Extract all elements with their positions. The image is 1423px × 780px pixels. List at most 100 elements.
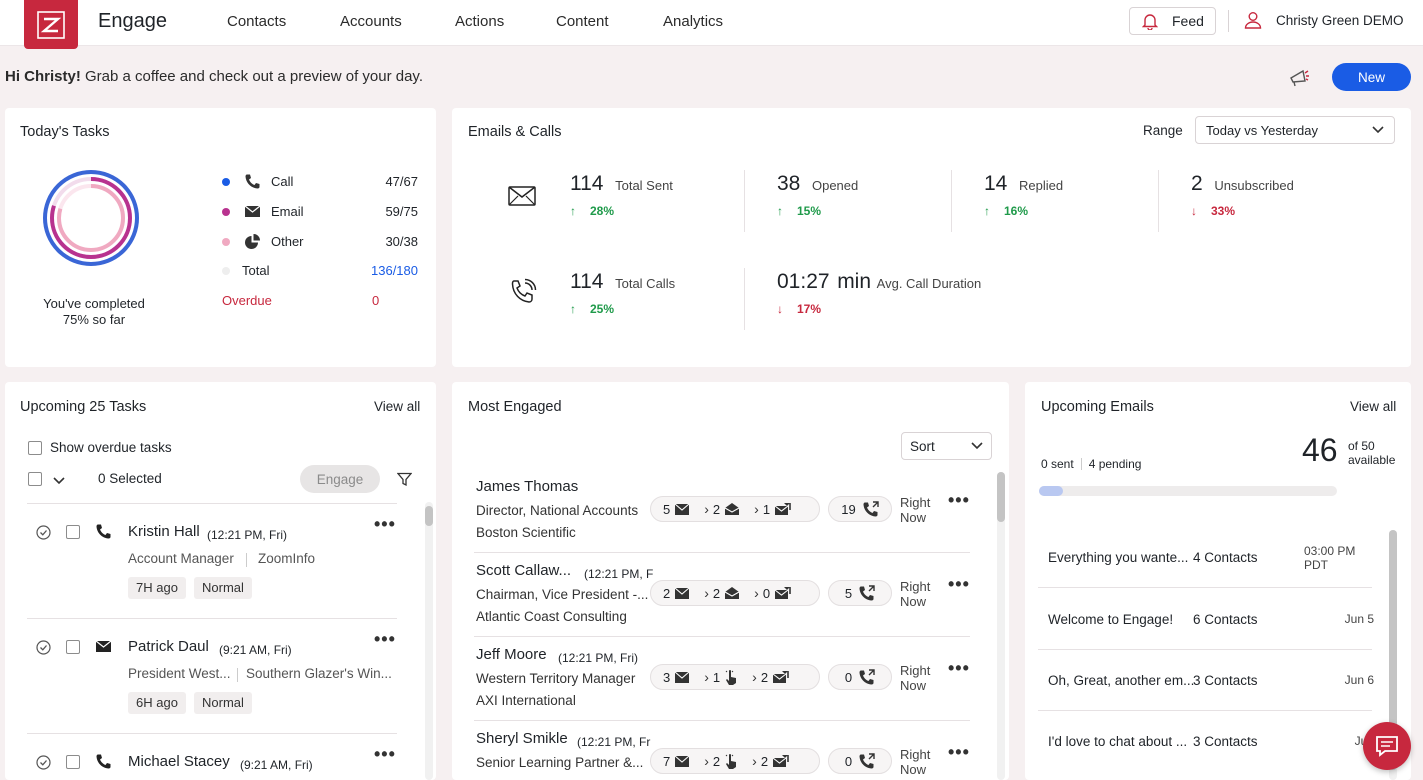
stat-total-sent: 114 Total Sent ↑ 28% <box>570 172 673 218</box>
phone-outgoing-icon <box>859 669 875 685</box>
upcoming-email-row[interactable]: Everything you wante... 4 Contacts 03:00 P… <box>1038 542 1374 592</box>
tasks-progress-rings <box>43 170 139 266</box>
emails-view-all-link[interactable]: View all <box>1350 399 1397 414</box>
task-more-menu[interactable]: ••• <box>374 629 396 649</box>
task-checkbox[interactable] <box>66 525 80 539</box>
email-subject[interactable]: Everything you wante... <box>1048 550 1189 565</box>
upcoming-emails-title: Upcoming Emails <box>1041 399 1154 415</box>
email-subject[interactable]: Welcome to Engage! <box>1048 612 1174 627</box>
engaged-contact-name[interactable]: Scott Callaw... <box>476 562 572 579</box>
engaged-contact-time: (12:21 PM, Fri) <box>558 651 639 665</box>
task-item[interactable]: Michael Stacey (9:21 AM, Fri) ••• <box>5 743 405 780</box>
engaged-contact-name[interactable]: Jeff Moore <box>476 646 547 663</box>
chevron-down-icon[interactable] <box>53 477 65 485</box>
emails-scrollbar-thumb[interactable] <box>1389 530 1397 770</box>
upcoming-tasks-card: Upcoming 25 Tasks View all Show overdue … <box>5 382 436 780</box>
app-logo[interactable] <box>24 0 78 49</box>
tasks-view-all-link[interactable]: View all <box>374 399 421 414</box>
complete-check-icon[interactable] <box>36 640 51 655</box>
engaged-contact-row[interactable]: James Thomas Director, National Accounts B… <box>452 478 992 562</box>
engaged-more-menu[interactable]: ••• <box>948 574 970 594</box>
call-label: Call <box>271 174 294 189</box>
upcoming-tasks-title: Upcoming 25 Tasks <box>20 399 147 415</box>
other-dot <box>222 237 230 246</box>
user-menu[interactable]: Christy Green DEMO <box>1244 11 1404 29</box>
task-item[interactable]: Kristin Hall (12:21 PM, Fri) Account Man… <box>5 513 405 613</box>
range-select[interactable]: Today vs Yesterday <box>1195 116 1395 144</box>
chevron-right-icon: › <box>704 669 709 685</box>
call-summary[interactable]: 0 <box>828 748 892 774</box>
task-checkbox[interactable] <box>66 755 80 769</box>
overdue-value: 0 <box>372 293 380 308</box>
task-more-menu[interactable]: ••• <box>374 514 396 534</box>
envelope-icon <box>674 587 690 599</box>
new-button[interactable]: New <box>1332 63 1411 91</box>
feed-button[interactable]: Feed <box>1129 7 1216 35</box>
engaged-more-menu[interactable]: ••• <box>948 490 970 510</box>
nav-actions[interactable]: Actions <box>455 13 505 30</box>
chat-button[interactable] <box>1363 722 1411 770</box>
chevron-right-icon: › <box>704 753 709 769</box>
chevron-right-icon: › <box>704 585 709 601</box>
send-progress-bar <box>1039 486 1337 496</box>
call-summary[interactable]: 19 <box>828 496 892 522</box>
select-all-checkbox[interactable] <box>28 472 42 486</box>
task-row-email: Email 59/75 <box>222 203 418 220</box>
engagement-summary[interactable]: 5 › 2 › 1 <box>650 496 820 522</box>
megaphone-icon[interactable] <box>1288 67 1310 87</box>
envelope-icon <box>244 205 261 217</box>
engaged-more-menu[interactable]: ••• <box>948 658 970 678</box>
email-subject[interactable]: Oh, Great, another em... <box>1048 673 1194 688</box>
engagement-summary[interactable]: 3 › 1 › 2 <box>650 664 820 690</box>
engaged-contact-row[interactable]: Jeff Moore (12:21 PM, Fri) Western Territo… <box>452 646 992 730</box>
call-summary[interactable]: 0 <box>828 664 892 690</box>
engagement-summary[interactable]: 7 › 2 › 2 <box>650 748 820 774</box>
task-more-menu[interactable]: ••• <box>374 744 396 764</box>
nav-content[interactable]: Content <box>556 13 609 30</box>
tasks-scrollbar[interactable] <box>425 502 433 780</box>
engaged-more-menu[interactable]: ••• <box>948 742 970 762</box>
engaged-scrollbar-thumb[interactable] <box>997 472 1005 522</box>
opened-count: 2 <box>712 585 721 601</box>
complete-check-icon[interactable] <box>36 755 51 770</box>
sort-select[interactable]: Sort <box>901 432 992 460</box>
nav-accounts[interactable]: Accounts <box>340 13 402 30</box>
other-value: 30/38 <box>385 234 418 249</box>
nav-contacts[interactable]: Contacts <box>227 13 287 30</box>
task-contact-name[interactable]: Michael Stacey <box>128 753 230 770</box>
task-checkbox[interactable] <box>66 640 80 654</box>
task-contact-name[interactable]: Patrick Daul <box>128 638 209 655</box>
nav-analytics[interactable]: Analytics <box>663 13 724 30</box>
filter-icon[interactable] <box>397 472 412 487</box>
feed-label: Feed <box>1172 13 1204 29</box>
engaged-contact-name[interactable]: Sheryl Smikle <box>476 730 568 747</box>
call-summary[interactable]: 5 <box>828 580 892 606</box>
upcoming-email-row[interactable]: Oh, Great, another em... 3 Contacts Jun 6 <box>1038 665 1374 715</box>
upcoming-email-row[interactable]: Welcome to Engage! 6 Contacts Jun 5 <box>1038 604 1374 654</box>
email-subject[interactable]: I'd love to chat about ... <box>1048 734 1188 749</box>
engagement-summary[interactable]: 2 › 2 › 0 <box>650 580 820 606</box>
open-envelope-icon <box>724 587 740 599</box>
engaged-contact-row[interactable]: Sheryl Smikle (12:21 PM, Fr Senior Learnin… <box>452 730 992 780</box>
phone-ringing-icon <box>511 278 537 303</box>
email-date-line2: PDT <box>1304 558 1328 572</box>
tasks-scrollbar-thumb[interactable] <box>425 506 433 526</box>
email-contacts: 6 Contacts <box>1193 612 1258 627</box>
show-overdue-toggle[interactable]: Show overdue tasks <box>28 440 172 455</box>
task-contact-name[interactable]: Kristin Hall <box>128 523 200 540</box>
task-priority-badge: Normal <box>194 577 252 599</box>
engaged-contact-name[interactable]: James Thomas <box>476 478 579 495</box>
engaged-contact-row[interactable]: Scott Callaw... (12:21 PM, F Chairman, Vic… <box>452 562 992 646</box>
task-item[interactable]: Patrick Daul (9:21 AM, Fri) President We… <box>5 628 405 728</box>
engage-button[interactable]: Engage <box>300 465 380 493</box>
chevron-right-icon: › <box>752 669 757 685</box>
task-contact-title: Account Manager <box>128 551 234 566</box>
other-label: Other <box>271 234 304 249</box>
show-overdue-checkbox[interactable] <box>28 440 42 455</box>
engaged-scrollbar[interactable] <box>997 472 1005 780</box>
complete-check-icon[interactable] <box>36 525 51 540</box>
task-row-overdue: Overdue 0 <box>222 293 418 308</box>
phone-outgoing-icon <box>863 501 879 517</box>
total-dot <box>222 266 230 275</box>
